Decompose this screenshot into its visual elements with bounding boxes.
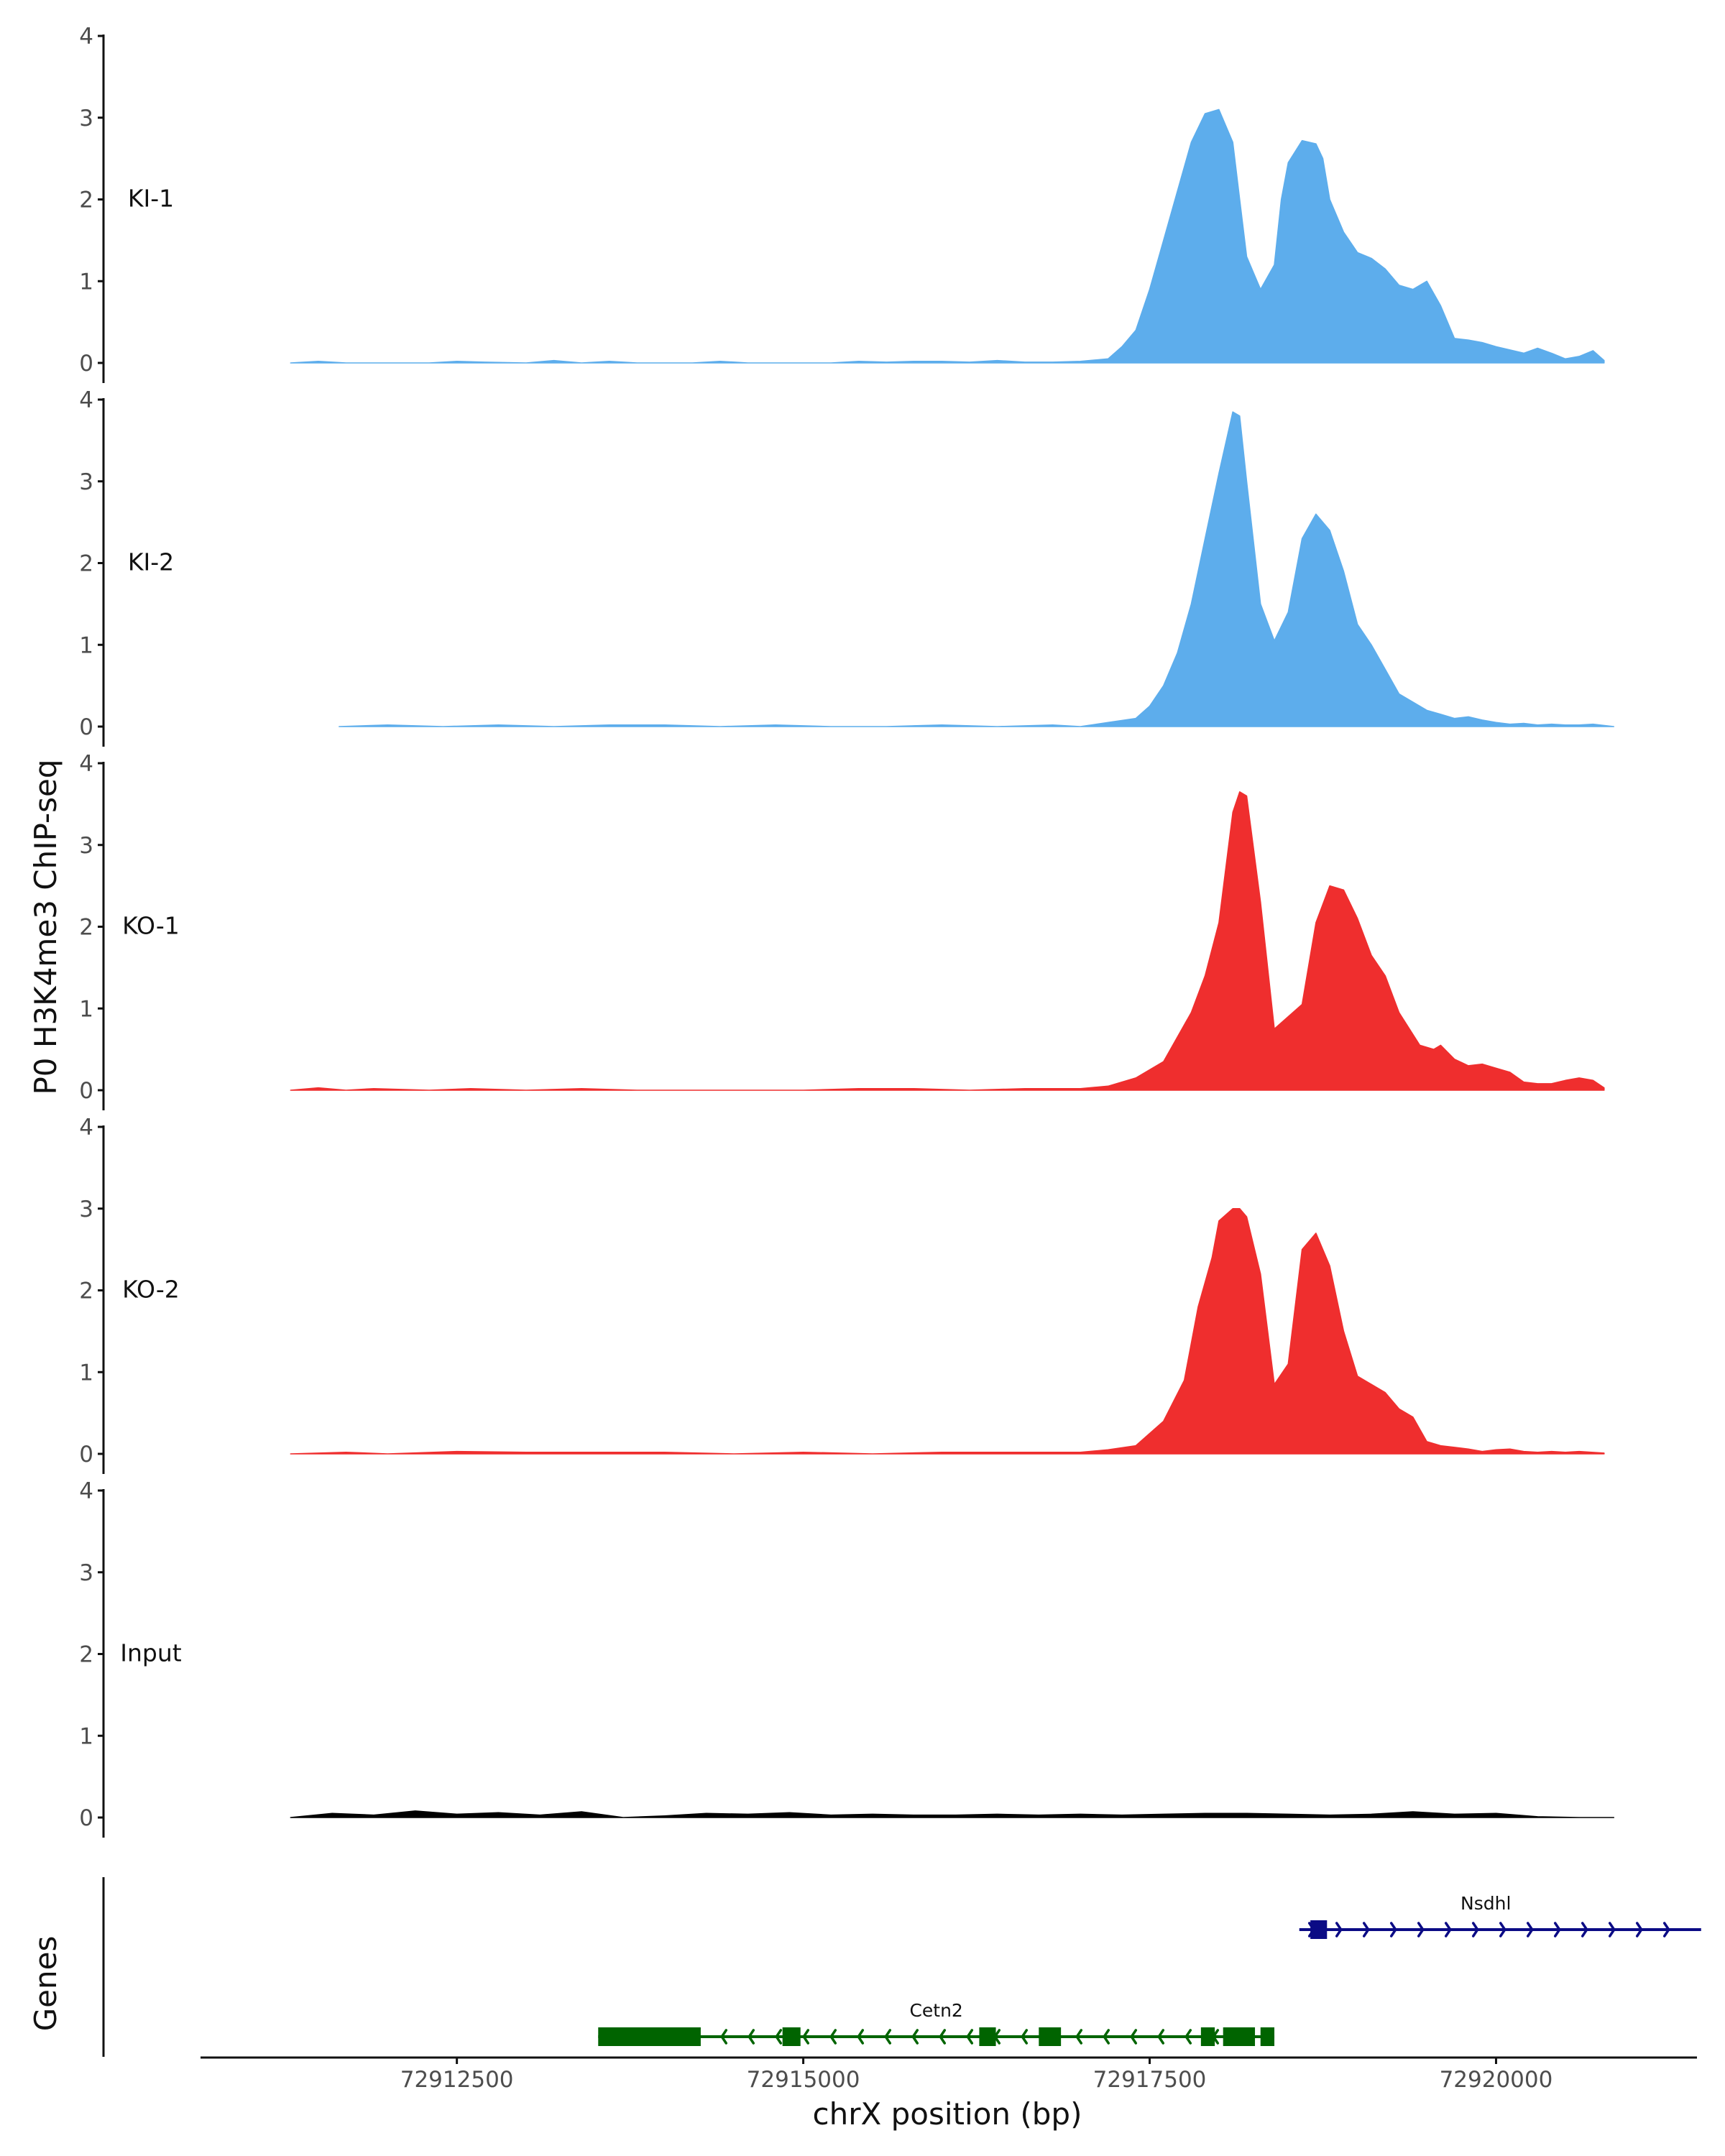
y-tick-label: 4 bbox=[79, 24, 93, 50]
strand-arrow bbox=[857, 2029, 865, 2045]
track-label: KI-2 bbox=[128, 548, 174, 576]
y-tick-label: 3 bbox=[79, 833, 93, 859]
genes-panel: Nsdhl Cetn2 bbox=[102, 1877, 1701, 2057]
coverage-area-ko-2 bbox=[290, 1208, 1605, 1455]
y-tick-label: 4 bbox=[79, 1115, 93, 1141]
track-input: 0 1 2 3 4 Input bbox=[79, 1478, 1615, 1838]
y-tick-label: 1 bbox=[79, 1723, 93, 1749]
track-ko-2: 0 1 2 3 4 KO-2 bbox=[79, 1115, 1605, 1474]
y-tick-label: 2 bbox=[79, 551, 93, 577]
y-tick-label: 3 bbox=[79, 106, 93, 132]
x-axis-title: chrX position (bp) bbox=[813, 2096, 1082, 2132]
y-tick-label: 0 bbox=[79, 351, 93, 377]
strand-arrow bbox=[884, 2029, 892, 2045]
track-ki-1: 0 1 2 3 4 KI-1 bbox=[79, 24, 1605, 383]
strand-arrow bbox=[1635, 1922, 1643, 1938]
strand-arrow bbox=[1184, 2029, 1192, 2045]
strand-arrow bbox=[1389, 1922, 1397, 1938]
strand-arrow bbox=[775, 2029, 783, 2045]
strand-arrow bbox=[829, 2029, 837, 2045]
x-tick-label: 72920000 bbox=[1440, 2067, 1553, 2093]
gene-name-label: Nsdhl bbox=[1460, 1893, 1511, 1914]
track-label: KO-1 bbox=[122, 912, 180, 940]
y-tick-label: 3 bbox=[79, 469, 93, 495]
gene-name-label: Cetn2 bbox=[909, 2000, 962, 2021]
track-label: KO-2 bbox=[122, 1276, 180, 1304]
track-ki-2: 0 1 2 3 4 KI-2 bbox=[79, 387, 1615, 747]
y-tick-label: 1 bbox=[79, 1360, 93, 1386]
strand-arrow bbox=[1581, 1922, 1588, 1938]
strand-arrow bbox=[939, 2029, 947, 2045]
strand-arrow bbox=[1444, 1922, 1452, 1938]
y-tick-label: 0 bbox=[79, 1442, 93, 1468]
gene-exon bbox=[1223, 2027, 1256, 2046]
strand-arrow bbox=[1417, 1922, 1425, 1938]
y-tick-label: 2 bbox=[79, 188, 93, 213]
gene-cetn2: Cetn2 bbox=[598, 2000, 1275, 2046]
gene-exon bbox=[598, 2027, 701, 2046]
strand-arrow bbox=[966, 2029, 974, 2045]
y-tick-label: 2 bbox=[79, 915, 93, 941]
coverage-area-ko-1 bbox=[290, 791, 1605, 1091]
track-label: KI-1 bbox=[128, 185, 174, 213]
y-axis-title: P0 H3K4me3 ChIP-seq bbox=[28, 759, 63, 1095]
y-tick-label: 1 bbox=[79, 632, 93, 658]
x-tick-label: 72917500 bbox=[1093, 2067, 1207, 2093]
gene-exon bbox=[1200, 2027, 1215, 2046]
gene-nsdhl: Nsdhl bbox=[1299, 1893, 1701, 1939]
coverage-area-ki-2 bbox=[339, 411, 1615, 727]
strand-arrow bbox=[1103, 2029, 1110, 2045]
gene-exon bbox=[1039, 2027, 1062, 2046]
strand-arrow bbox=[1526, 1922, 1534, 1938]
strand-arrow bbox=[1021, 2029, 1029, 2045]
strand-arrow bbox=[1499, 1922, 1506, 1938]
x-axis: 72912500 72915000 72917500 72920000 bbox=[201, 2056, 1697, 2093]
y-tick-label: 0 bbox=[79, 1805, 93, 1831]
y-tick-label: 0 bbox=[79, 714, 93, 740]
strand-arrow bbox=[1362, 1922, 1370, 1938]
y-tick-label: 0 bbox=[79, 1078, 93, 1104]
x-tick-label: 72912500 bbox=[400, 2067, 514, 2093]
strand-arrow bbox=[1608, 1922, 1616, 1938]
strand-arrow bbox=[1553, 1922, 1561, 1938]
gene-exon bbox=[782, 2027, 801, 2046]
y-tick-label: 1 bbox=[79, 996, 93, 1022]
gene-exon bbox=[979, 2027, 996, 2046]
strand-arrow bbox=[911, 2029, 919, 2045]
y-tick-label: 4 bbox=[79, 1478, 93, 1504]
strand-arrow bbox=[1157, 2029, 1165, 2045]
y-tick-label: 3 bbox=[79, 1197, 93, 1222]
y-tick-label: 3 bbox=[79, 1560, 93, 1586]
y-tick-label: 2 bbox=[79, 1279, 93, 1304]
coverage-area-ki-1 bbox=[290, 109, 1605, 364]
strand-arrow bbox=[720, 2029, 728, 2045]
strand-arrow bbox=[1075, 2029, 1083, 2045]
x-tick-label: 72915000 bbox=[747, 2067, 860, 2093]
coverage-tracks: 0 1 2 3 4 KI-1 0 1 2 3 4 KI-2 0 1 2 3 4 KO-1 0 1 2 3 4 KO-2 0 1 2 3… bbox=[79, 24, 1615, 1838]
strand-arrow bbox=[1130, 2029, 1138, 2045]
strand-arrow bbox=[748, 2029, 755, 2045]
strand-arrow bbox=[1662, 1922, 1670, 1938]
strand-arrow bbox=[1335, 1922, 1343, 1938]
y-tick-label: 4 bbox=[79, 387, 93, 413]
gene-exon bbox=[1260, 2027, 1275, 2046]
gene-exon bbox=[1310, 1920, 1328, 1939]
track-ko-1: 0 1 2 3 4 KO-1 bbox=[79, 751, 1605, 1110]
y-tick-label: 1 bbox=[79, 269, 93, 295]
y-tick-label: 4 bbox=[79, 751, 93, 777]
track-label: Input bbox=[120, 1639, 182, 1667]
strand-arrow bbox=[802, 2029, 810, 2045]
y-tick-label: 2 bbox=[79, 1642, 93, 1668]
strand-arrow bbox=[1471, 1922, 1479, 1938]
genes-track-label: Genes bbox=[28, 1936, 63, 2032]
coverage-area-input bbox=[290, 1810, 1615, 1818]
